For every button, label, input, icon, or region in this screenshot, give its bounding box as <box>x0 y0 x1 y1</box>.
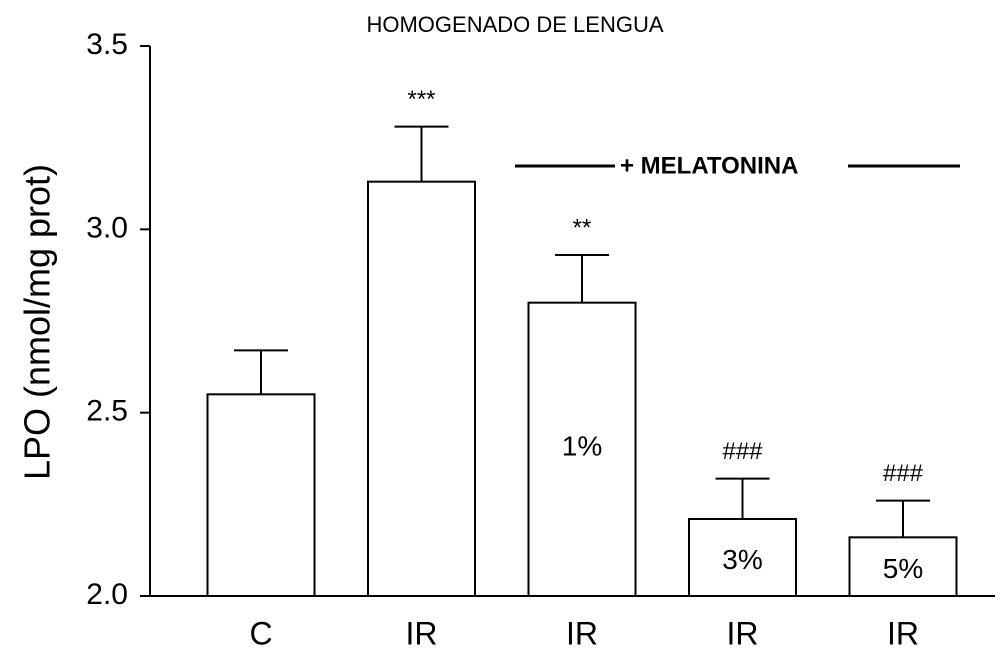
y-tick-label: 2.5 <box>86 395 128 428</box>
x-tick-label: IR <box>727 615 759 651</box>
bar-label: 5% <box>883 553 923 584</box>
bar <box>206 393 316 598</box>
x-tick-label: IR <box>887 615 919 651</box>
y-tick-label: 3.0 <box>86 211 128 244</box>
bar <box>848 536 958 597</box>
chart-title: HOMOGENADO DE LENGUA <box>366 12 663 37</box>
significance-label: ### <box>722 438 763 465</box>
x-tick-label: IR <box>406 615 438 651</box>
bar <box>688 518 797 597</box>
y-axis-label: LPO (nmol/mg prot) <box>17 164 58 480</box>
bar-label: 3% <box>722 544 762 575</box>
y-tick-label: 3.5 <box>86 28 128 61</box>
bar <box>367 180 476 598</box>
x-tick-label: IR <box>566 615 598 651</box>
significance-label: ** <box>573 214 592 241</box>
significance-label: ### <box>883 460 924 487</box>
y-tick-label: 2.0 <box>86 578 128 611</box>
bar-label: 1% <box>562 430 602 461</box>
x-tick-label: C <box>249 615 272 651</box>
bar <box>527 301 637 597</box>
significance-label: *** <box>407 86 435 113</box>
annotation: + MELATONINA <box>620 152 798 179</box>
